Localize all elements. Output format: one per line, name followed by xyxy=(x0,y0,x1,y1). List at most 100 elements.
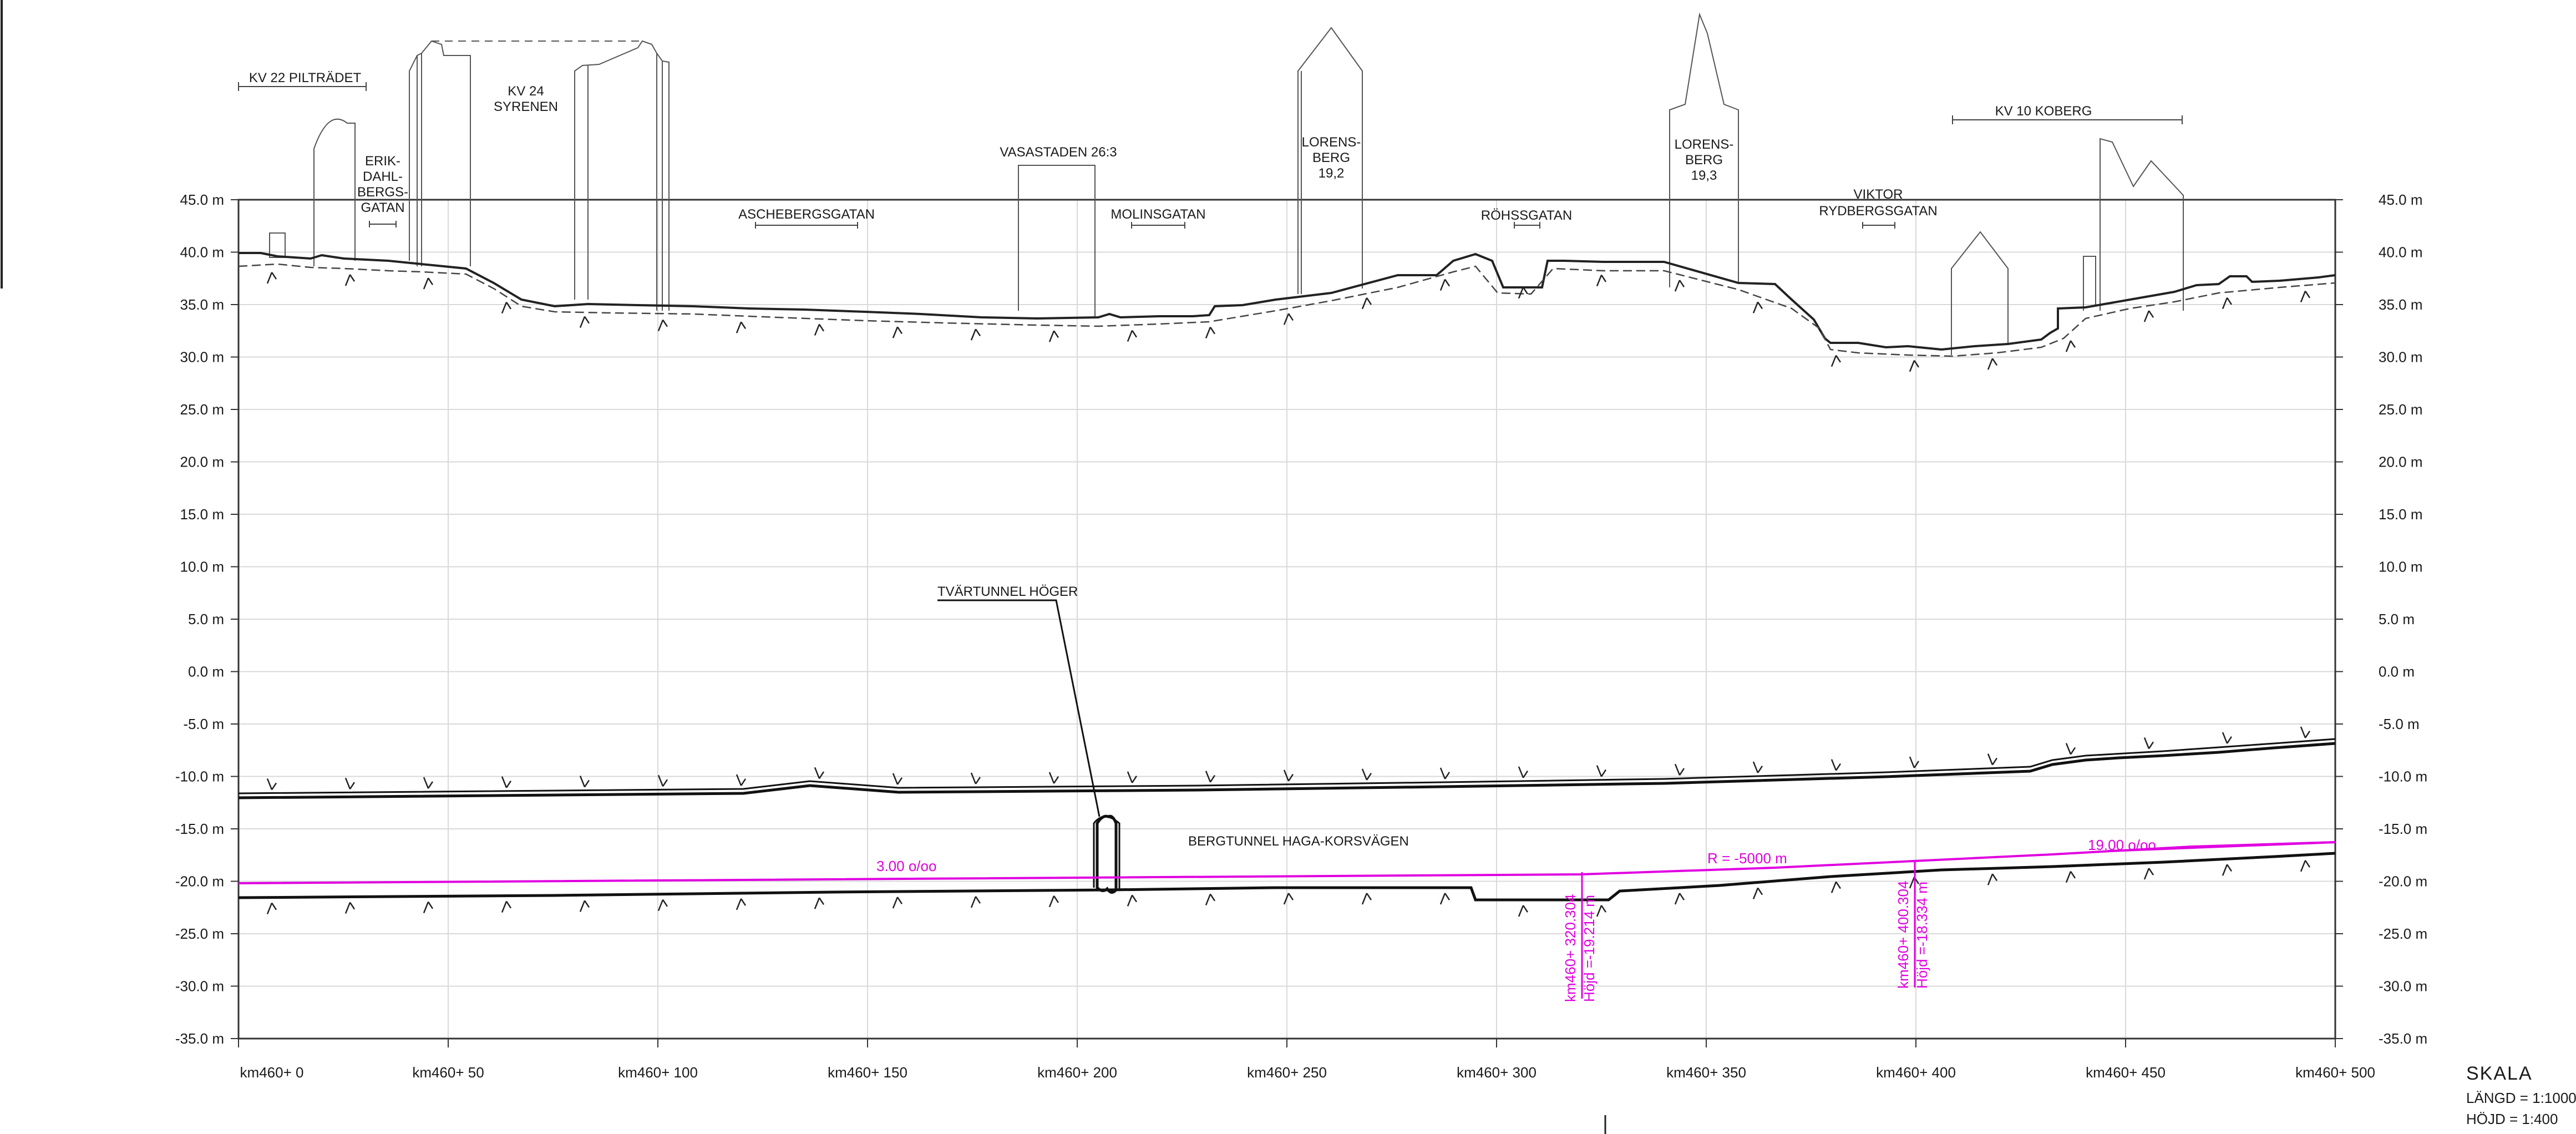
scale-height: HÖJD = 1:400 xyxy=(2466,1111,2558,1127)
label-lorensberg193-2: BERG xyxy=(1685,153,1723,168)
hatch-mark xyxy=(1048,895,1059,908)
hatch-mark xyxy=(1205,771,1216,783)
hatch-mark xyxy=(1674,763,1685,776)
hatch-mark xyxy=(892,897,903,909)
hatch-mark xyxy=(736,321,747,333)
y-tick-label-left: -10.0 m xyxy=(175,768,224,785)
hatch-mark xyxy=(1205,326,1216,339)
hatch-mark xyxy=(2065,340,2076,352)
y-tick-label-right: 30.0 m xyxy=(2379,349,2423,366)
hatch-mark xyxy=(1127,894,1138,907)
y-tick-label-left: -25.0 m xyxy=(175,925,224,942)
hatch-mark xyxy=(266,272,277,284)
alignment-line xyxy=(238,841,2336,884)
label-viktor-1: VIKTOR xyxy=(1854,187,1903,202)
building-kv24-east xyxy=(574,40,670,311)
hatch-mark xyxy=(1987,753,1998,766)
y-tick-label-left: 40.0 m xyxy=(180,244,225,261)
tower-lorensberg-192 xyxy=(1297,27,1363,294)
label-vasastaden: VASASTADEN 26:3 xyxy=(1000,145,1117,160)
y-tick-label-right: 25.0 m xyxy=(2379,401,2423,418)
x-tick-label: km460+ 250 xyxy=(1247,1064,1327,1081)
hatch-mark xyxy=(1830,355,1842,367)
y-tick-label-right: 10.0 m xyxy=(2379,559,2423,575)
hatch-mark xyxy=(423,901,434,914)
y-tick-label-right: 45.0 m xyxy=(2379,191,2423,208)
x-tick-label: km460+ 0 xyxy=(240,1064,304,1081)
hatch-mark xyxy=(1909,360,1920,372)
hatch-mark xyxy=(344,777,356,789)
x-tick-label: km460+ 50 xyxy=(412,1064,484,1081)
y-tick-label-left: 20.0 m xyxy=(180,454,225,470)
y-tick-label-right: 35.0 m xyxy=(2379,296,2423,313)
hatch-mark xyxy=(2222,732,2233,744)
hatch-mark xyxy=(2300,726,2311,738)
y-tick-label-right: -20.0 m xyxy=(2379,873,2427,890)
hatch-mark xyxy=(1127,771,1138,783)
hatch-mark xyxy=(501,302,512,314)
hatch-mark xyxy=(970,328,981,341)
profile-grid xyxy=(231,199,2343,1047)
area-labels: KV 22 PILTRÄDET ERIK- DAHL- BERGS- GATAN… xyxy=(238,70,2183,849)
y-tick-label-left: 45.0 m xyxy=(180,191,225,208)
y-tick-label-left: 5.0 m xyxy=(188,611,224,627)
hatch-mark xyxy=(1987,873,1998,885)
label-erik-1: ERIK- xyxy=(365,154,400,169)
x-tick-label: km460+ 500 xyxy=(2295,1064,2375,1081)
hatch-mark xyxy=(1361,297,1372,310)
hatch-mark xyxy=(501,776,512,788)
y-tick-label-left: 30.0 m xyxy=(180,349,225,366)
label-bergtunnel: BERGTUNNEL HAGA-KORSVÄGEN xyxy=(1188,834,1409,849)
hatch-mark xyxy=(657,899,668,912)
label-lorensberg192-1: LORENS- xyxy=(1302,135,1361,150)
scale-block: SKALA LÄNGD = 1:1000 HÖJD = 1:400 xyxy=(2466,1063,2576,1127)
building-kv10 xyxy=(2083,138,2184,311)
label-lorensberg192-2: BERG xyxy=(1312,150,1350,165)
y-tick-label-right: -25.0 m xyxy=(2379,925,2427,942)
hatch-mark xyxy=(814,323,825,336)
building-outlines xyxy=(269,12,2184,355)
y-tick-label-right: 0.0 m xyxy=(2379,664,2415,680)
hatch-mark xyxy=(2300,290,2311,303)
label-kv10: KV 10 KOBERG xyxy=(1995,104,2092,119)
label-kv22: KV 22 PILTRÄDET xyxy=(249,70,362,85)
hatch-mark xyxy=(1361,768,1372,781)
label-molinsgatan: MOLINSGATAN xyxy=(1110,207,1205,222)
y-tick-label-left: 35.0 m xyxy=(180,296,225,313)
scale-length: LÄNGD = 1:1000 xyxy=(2466,1090,2576,1106)
hatch-mark xyxy=(970,896,981,908)
hatch-mark xyxy=(736,774,747,786)
x-axis-stations: km460+ 0 km460+ 50 km460+ 100 km460+ 150 km4… xyxy=(240,1064,2375,1081)
rock-tunnel xyxy=(238,599,2336,902)
hatch-mark xyxy=(1752,887,1763,899)
label-point2-km: km460+ 400.304 xyxy=(1895,881,1911,989)
label-viktor-2: RYDBERGSGATAN xyxy=(1819,204,1937,219)
label-point1-height: Höjd =-19.214 m xyxy=(1581,895,1598,1002)
y-tick-label-left: 0.0 m xyxy=(188,664,224,680)
hatch-mark xyxy=(2222,297,2233,310)
hatch-mark xyxy=(1830,759,1842,771)
hatch-mark xyxy=(814,767,825,779)
y-tick-label-left: -30.0 m xyxy=(175,978,224,995)
x-tick-label: km460+ 400 xyxy=(1876,1064,1956,1081)
label-erik-2: DAHL- xyxy=(363,169,403,184)
hatch-mark xyxy=(1987,358,1998,370)
hatch-mark xyxy=(2143,310,2154,322)
hatch-mark xyxy=(1205,893,1216,906)
label-tvartunnel: TVÄRTUNNEL HÖGER xyxy=(937,584,1078,599)
alignment-line-steep xyxy=(2107,841,2336,852)
hatch-mark xyxy=(657,319,668,331)
building-kv24-east-wall xyxy=(587,53,663,311)
hatch-mark xyxy=(1674,893,1685,905)
hatch-mark xyxy=(1361,893,1372,905)
ground-profile xyxy=(238,252,2336,357)
hatch-mark xyxy=(266,778,277,791)
y-tick-label-left: -20.0 m xyxy=(175,873,224,890)
hatch-mark xyxy=(423,777,434,789)
y-tick-label-left: -15.0 m xyxy=(175,821,224,837)
label-grade-right: 19.00 o/oo xyxy=(2088,837,2156,853)
alignment-labels: 3.00 o/oo R = -5000 m 19.00 o/oo km460+ … xyxy=(876,837,2156,1002)
scale-title: SKALA xyxy=(2466,1063,2533,1084)
hatch-mark xyxy=(344,274,356,286)
label-rohssgatan: RÖHSSGATAN xyxy=(1481,208,1572,223)
